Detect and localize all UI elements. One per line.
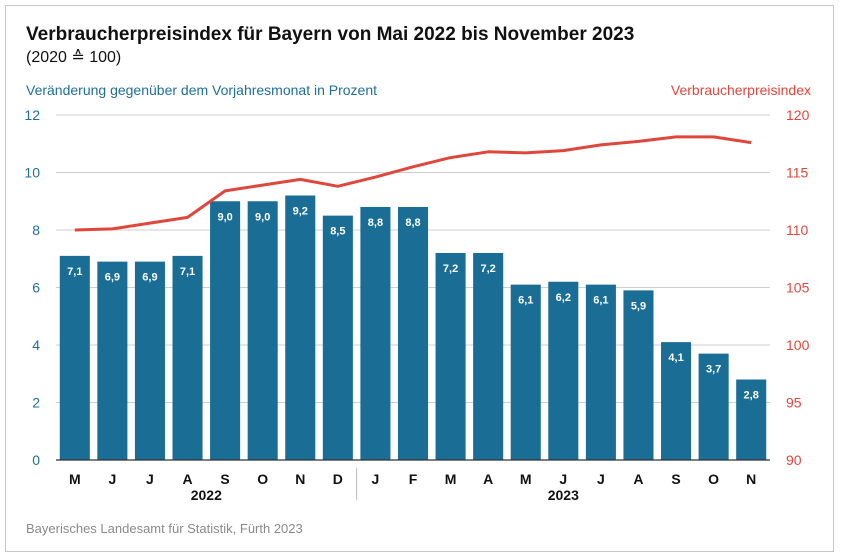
left-tick-label: 0 [32, 452, 40, 468]
bar-value-label: 6,9 [142, 272, 157, 284]
right-tick-label: 105 [786, 280, 810, 296]
bar [510, 284, 541, 460]
category-label: S [220, 471, 229, 487]
source-note: Bayerisches Landesamt für Statistik, Für… [26, 521, 303, 536]
bar-value-label: 4,1 [668, 352, 683, 364]
bar [285, 195, 316, 460]
category-label: S [671, 471, 680, 487]
bar [172, 255, 203, 460]
bar-value-label: 5,9 [631, 300, 646, 312]
bar [397, 207, 429, 460]
bar-value-label: 6,2 [556, 292, 571, 304]
bar-value-label: 7,2 [481, 263, 496, 275]
bar [247, 201, 278, 460]
bar-value-label: 8,8 [405, 217, 420, 229]
right-tick-label: 115 [786, 165, 809, 181]
left-tick-label: 6 [32, 280, 40, 296]
bar-value-label: 8,5 [330, 226, 345, 238]
left-tick-label: 4 [32, 337, 40, 353]
bar-value-label: 9,0 [217, 211, 232, 223]
category-label: D [333, 471, 343, 487]
bar [623, 290, 654, 460]
bar [736, 379, 767, 460]
cpi-line [74, 135, 752, 232]
category-label: M [69, 471, 81, 487]
year-label: 2022 [191, 487, 222, 503]
category-label: N [746, 471, 756, 487]
category-label: A [633, 471, 643, 487]
bar [661, 342, 692, 460]
bar-value-label: 7,2 [443, 263, 458, 275]
right-tick-label: 95 [786, 395, 802, 411]
category-label: F [409, 471, 418, 487]
category-label: O [257, 471, 268, 487]
bar [473, 253, 504, 460]
right-tick-label: 90 [786, 452, 802, 468]
bar [548, 281, 579, 460]
category-label: A [182, 471, 192, 487]
bar-value-label: 7,1 [67, 266, 82, 278]
category-label: J [108, 471, 116, 487]
left-tick-label: 10 [24, 165, 40, 181]
bar-value-label: 6,9 [105, 272, 120, 284]
right-tick-label: 120 [786, 107, 810, 123]
category-label: J [372, 471, 380, 487]
bar-value-label: 6,1 [593, 295, 608, 307]
bar-value-label: 6,1 [518, 295, 533, 307]
bar-value-label: 9,2 [293, 206, 308, 218]
category-label: J [597, 471, 605, 487]
bar [210, 201, 241, 460]
right-tick-label: 100 [786, 337, 810, 353]
bar [698, 353, 729, 460]
chart-title: Verbraucherpreisindex für Bayern von Mai… [26, 24, 635, 45]
bar-value-label: 7,1 [180, 266, 195, 278]
bar-value-label: 3,7 [706, 364, 721, 376]
bar-value-label: 9,0 [255, 211, 270, 223]
bar-value-label: 2,8 [744, 390, 759, 402]
right-tick-label: 110 [786, 222, 809, 238]
left-axis-label: Veränderung gegenüber dem Vorjahresmonat… [26, 82, 378, 98]
bar [435, 253, 466, 460]
bar [585, 284, 616, 460]
category-label: J [559, 471, 567, 487]
bar [59, 255, 90, 460]
bar [360, 207, 391, 460]
left-tick-label: 2 [32, 395, 40, 411]
category-label: N [295, 471, 305, 487]
bar [134, 261, 165, 460]
category-label: O [708, 471, 719, 487]
right-axis-label: Verbraucherpreisindex [670, 82, 811, 98]
chart-subtitle: (2020 ≙ 100) [26, 49, 122, 66]
left-tick-label: 12 [24, 107, 40, 123]
bar [322, 215, 353, 460]
category-label: M [445, 471, 457, 487]
bar [97, 261, 128, 460]
category-label: J [146, 471, 154, 487]
left-tick-label: 8 [32, 222, 40, 238]
category-label: A [483, 471, 493, 487]
category-label: M [520, 471, 532, 487]
year-label: 2023 [548, 487, 579, 503]
bar-value-label: 8,8 [368, 217, 383, 229]
